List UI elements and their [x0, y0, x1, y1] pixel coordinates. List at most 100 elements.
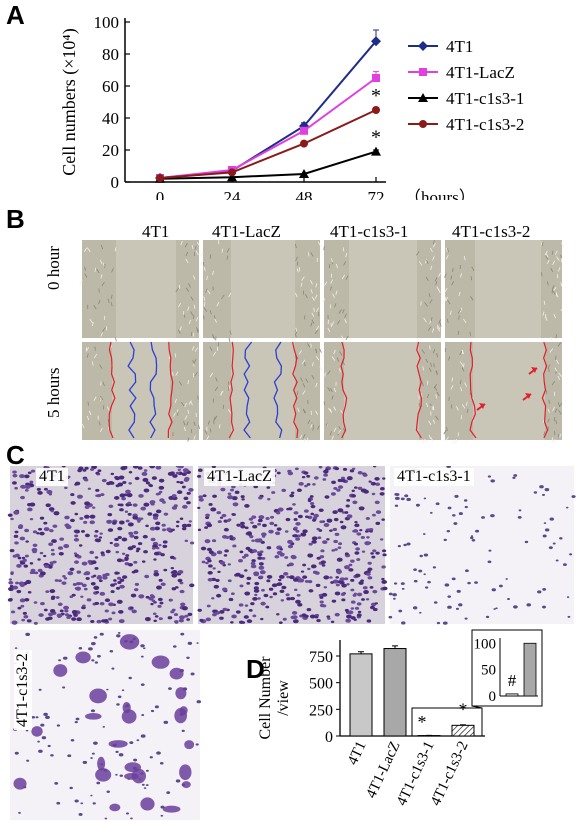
- cell-dot: [292, 578, 299, 582]
- cell-dot: [353, 592, 358, 595]
- cell-dot: [276, 613, 280, 616]
- cell-dot: [220, 487, 226, 492]
- cell-dot: [117, 526, 123, 531]
- cell-dot: [524, 540, 529, 544]
- cell-texture: [100, 259, 103, 264]
- cell-dot: [412, 606, 418, 610]
- cell-dot: [47, 744, 51, 748]
- cell-texture: [209, 310, 212, 315]
- cell-dot: [100, 551, 105, 555]
- cell-dot: [94, 566, 99, 570]
- cell-dot: [374, 500, 380, 505]
- cell-dot: [212, 567, 216, 570]
- cell-dot: [29, 517, 34, 521]
- cell-dot: [211, 597, 215, 600]
- cell-dot: [109, 650, 114, 653]
- cell-dot: [250, 564, 257, 569]
- cell-dot: [221, 513, 227, 518]
- cell-texture: [92, 321, 94, 327]
- cell-dot: [358, 581, 364, 585]
- y-tick-label: 0: [325, 729, 333, 746]
- cell-dot: [104, 609, 109, 613]
- cell-dot: [90, 794, 93, 797]
- cell-dot: [79, 517, 84, 520]
- cell-dot: [543, 522, 547, 525]
- cell-dot: [14, 541, 19, 545]
- cell-dot: [22, 558, 27, 562]
- cell-texture: [551, 381, 555, 386]
- cell-dot: [96, 575, 103, 580]
- cell-texture: [187, 380, 190, 385]
- cell-dot: [307, 580, 313, 584]
- cell-dot: [326, 518, 333, 523]
- panel-d-letter: D: [246, 654, 265, 684]
- cell-texture: [342, 247, 345, 252]
- significance-star: *: [371, 127, 381, 149]
- cell-dot: [57, 615, 61, 618]
- cell-dot: [132, 466, 139, 469]
- cell-dot: [413, 579, 418, 583]
- cell-dot: [163, 568, 168, 572]
- cell-dot: [119, 578, 125, 582]
- cell-dot: [382, 477, 386, 480]
- cell-dot: [339, 520, 344, 524]
- wound-edge-red-left: [228, 341, 235, 439]
- cell-dot: [302, 529, 308, 534]
- cell-dot: [76, 570, 82, 574]
- cell-dot: [63, 544, 70, 549]
- series-line-3: [159, 109, 377, 179]
- cell-dot: [284, 556, 289, 559]
- cell-dot: [517, 516, 522, 519]
- cell-texture: [344, 319, 347, 324]
- cell-dot: [142, 534, 148, 539]
- cell-texture: [466, 408, 469, 414]
- cell-dot: [90, 468, 95, 471]
- cell-dot: [24, 554, 29, 558]
- cell-sheet-right: [176, 240, 199, 338]
- cell-dot: [277, 507, 284, 512]
- cell-dot: [357, 610, 362, 614]
- cell-texture: [333, 349, 336, 355]
- cell-dot: [458, 512, 463, 516]
- cell-texture: [185, 258, 189, 264]
- transwell-label-lacz: 4T1-LacZ: [204, 468, 275, 486]
- cell-dot: [260, 601, 266, 606]
- cell-texture: [421, 382, 424, 387]
- cell-texture: [178, 329, 181, 334]
- cell-dot: [335, 576, 339, 579]
- cell-texture: [322, 298, 326, 303]
- cell-dot: [250, 561, 256, 566]
- cell-cluster: [179, 706, 188, 715]
- cell-texture: [426, 393, 430, 399]
- cell-texture: [209, 254, 212, 259]
- cell-dot: [307, 567, 311, 571]
- cell-dot: [50, 548, 55, 552]
- cell-dot: [251, 539, 255, 542]
- cell-dot: [415, 503, 420, 507]
- cell-texture: [461, 367, 465, 372]
- cell-dot: [173, 613, 179, 617]
- cell-dot: [316, 527, 320, 531]
- cell-dot: [162, 528, 167, 532]
- cell-dot: [234, 490, 240, 494]
- wound-healing-images: [79, 240, 565, 444]
- cell-dot: [186, 618, 191, 621]
- cell-dot: [495, 607, 498, 610]
- cell-texture: [307, 419, 311, 425]
- cell-texture: [459, 361, 464, 366]
- cell-dot: [283, 571, 289, 576]
- cell-dot: [322, 540, 328, 545]
- cell-dot: [118, 753, 124, 757]
- cell-dot: [172, 474, 178, 478]
- cell-dot: [344, 552, 349, 556]
- cell-dot: [168, 687, 172, 690]
- cell-dot: [217, 520, 222, 524]
- cell-texture: [443, 430, 447, 435]
- cell-dot: [92, 506, 96, 509]
- cell-dot: [187, 641, 193, 645]
- cell-dot: [197, 468, 203, 472]
- cell-dot: [296, 593, 301, 597]
- cell-dot: [95, 471, 100, 475]
- cell-dot: [158, 478, 165, 483]
- bar-1: [383, 648, 407, 737]
